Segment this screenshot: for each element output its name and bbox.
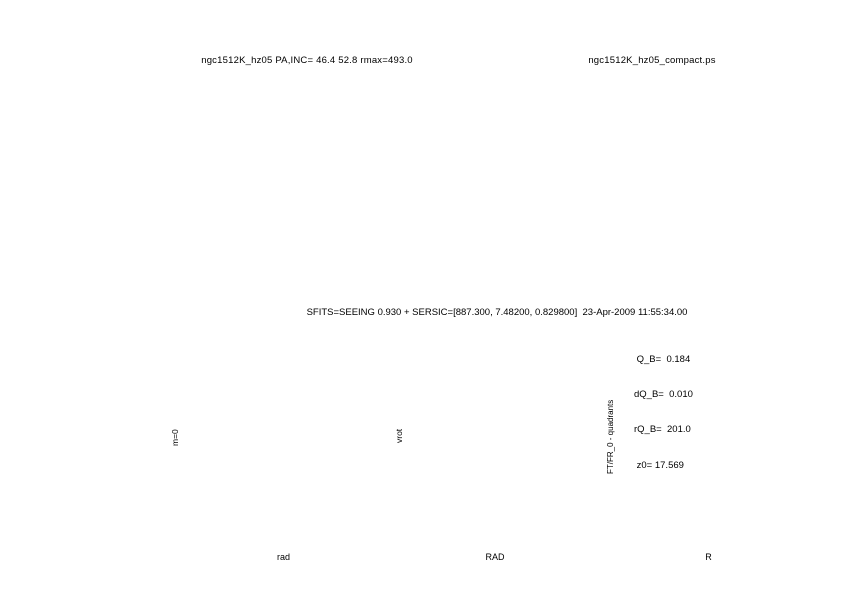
rotation-y-axis-label: vrot bbox=[394, 428, 404, 443]
compact-panel-title: ngc1512K_hz05_compact.ps bbox=[588, 55, 716, 66]
fit-suptitle: SFITS=SEEING 0.930 + SERSIC=[887.300, 7.… bbox=[306, 307, 688, 318]
profile-y-axis-label: m=0 bbox=[170, 429, 180, 446]
annotation-qb: Q_B= 0.184 bbox=[634, 353, 691, 365]
rotation-x-axis-label: RAD bbox=[485, 552, 505, 562]
fourier-y-axis-label: FT/FR_0 - quadrants bbox=[606, 399, 615, 474]
profile-x-axis-label: rad bbox=[276, 552, 290, 562]
galaxy-panel-title: ngc1512K_hz05 PA,INC= 46.4 52.8 rmax=493… bbox=[201, 55, 413, 66]
annotation-z0: z0= 17.569 bbox=[634, 459, 684, 471]
fourier-x-axis-label: R bbox=[705, 552, 712, 562]
annotation-dqb: dQ_B= 0.010 bbox=[634, 388, 693, 400]
fourier-annotations: Q_B= 0.184 dQ_B= 0.010 rQ_B= 201.0 z0= 1… bbox=[634, 330, 693, 495]
annotation-rqb: rQ_B= 201.0 bbox=[634, 424, 691, 436]
